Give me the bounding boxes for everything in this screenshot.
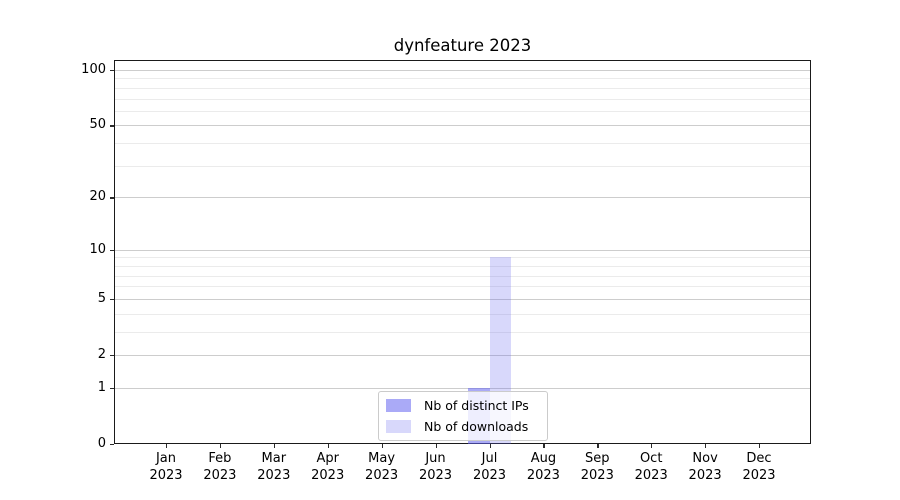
y-tick-20: [110, 197, 114, 199]
gridline-major-100: [115, 70, 810, 71]
legend-label-distinct-ips: Nb of distinct IPs: [424, 398, 529, 413]
gridline-major-5: [115, 298, 810, 300]
gridline-minor-9: [115, 257, 810, 259]
gridline-minor-4: [115, 313, 810, 315]
x-tick-may: [381, 444, 383, 448]
legend-label-downloads: Nb of downloads: [424, 419, 529, 434]
x-tick-label-may: May 2023: [365, 451, 399, 483]
gridline-minor-3: [115, 331, 810, 333]
x-tick-label-jun: Jun 2023: [418, 451, 453, 483]
y-tick-label-0: 0: [97, 436, 106, 451]
y-tick-label-50: 50: [89, 117, 106, 133]
gridline-major-2: [115, 355, 810, 356]
x-tick-label-dec: Dec 2023: [742, 451, 776, 483]
x-tick-label-jan: Jan 2023: [149, 451, 183, 483]
x-tick-label-aug: Aug 2023: [526, 451, 560, 483]
y-tick-label-100: 100: [81, 62, 106, 77]
y-tick-label-5: 5: [97, 290, 106, 306]
y-tick-label-20: 20: [89, 189, 106, 205]
x-tick-mar: [273, 444, 276, 448]
x-tick-label-feb: Feb 2023: [203, 451, 237, 483]
x-tick-label-jul: Jul 2023: [472, 451, 507, 483]
gridline-minor-6: [115, 286, 810, 288]
x-tick-label-apr: Apr 2023: [311, 451, 345, 483]
gridline-minor-7: [115, 275, 810, 277]
legend-swatch-downloads: [386, 420, 411, 433]
gridline-minor-8: [115, 265, 810, 267]
x-tick-jun: [435, 444, 437, 448]
y-tick-label-2: 2: [97, 347, 106, 362]
gridline-major-20: [115, 197, 810, 199]
gridline-major-10: [115, 249, 810, 251]
x-tick-aug: [543, 444, 545, 448]
x-tick-sep: [597, 444, 599, 448]
gridline-major-1: [115, 387, 810, 389]
y-tick-10: [110, 249, 114, 251]
gridline-minor-60: [115, 110, 810, 112]
x-tick-apr: [327, 444, 329, 448]
y-tick-50: [110, 125, 114, 127]
gridline-major-50: [115, 125, 810, 127]
y-tick-2: [110, 355, 114, 357]
gridline-minor-90: [115, 78, 810, 80]
gridline-minor-70: [115, 98, 810, 100]
y-tick-label-1: 1: [97, 379, 106, 395]
x-tick-label-nov: Nov 2023: [688, 451, 722, 483]
legend-swatch-distinct-ips: [386, 399, 411, 412]
y-tick-100: [110, 70, 114, 72]
x-tick-label-sep: Sep 2023: [580, 451, 614, 483]
y-tick-0: [110, 444, 114, 446]
x-tick-feb: [219, 444, 222, 448]
plot-area: [114, 60, 811, 444]
y-tick-label-10: 10: [89, 241, 106, 257]
x-tick-jul: [489, 444, 491, 448]
legend-item-distinct-ips: Nb of distinct IPs: [386, 398, 539, 413]
x-tick-dec: [759, 444, 761, 448]
y-tick-1: [110, 387, 114, 390]
x-tick-jan: [166, 444, 168, 448]
gridline-minor-30: [115, 165, 810, 167]
legend-item-downloads: Nb of downloads: [386, 419, 539, 434]
x-tick-label-mar: Mar 2023: [257, 451, 291, 483]
chart-title: dynfeature 2023: [393, 36, 532, 55]
gridline-minor-80: [115, 87, 810, 89]
x-tick-label-oct: Oct 2023: [634, 451, 668, 483]
legend: Nb of distinct IPs Nb of downloads: [378, 391, 548, 441]
x-tick-nov: [705, 444, 707, 448]
x-tick-oct: [651, 444, 653, 448]
gridline-minor-40: [115, 143, 810, 145]
y-tick-5: [110, 298, 114, 301]
